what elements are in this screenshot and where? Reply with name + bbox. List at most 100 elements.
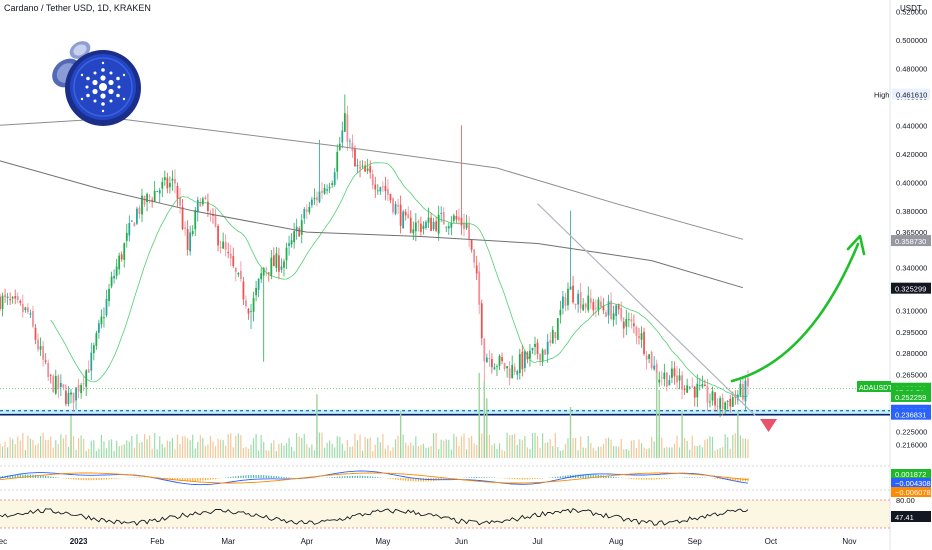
volume-bar bbox=[435, 432, 437, 458]
volume-bar bbox=[450, 449, 452, 458]
candle-body bbox=[128, 222, 131, 236]
volume-bar bbox=[443, 440, 445, 458]
candle-body bbox=[582, 304, 585, 311]
macd-histogram-bar bbox=[539, 478, 541, 479]
candle-body bbox=[227, 251, 230, 254]
volume-bar bbox=[121, 445, 123, 458]
candle-body bbox=[693, 386, 696, 398]
macd-histogram-bar bbox=[592, 474, 594, 478]
volume-bar bbox=[539, 447, 541, 458]
candle-body bbox=[204, 197, 207, 200]
macd-histogram-bar bbox=[661, 478, 663, 480]
candle-body bbox=[234, 268, 237, 272]
coin-dot bbox=[100, 75, 106, 81]
candle-body bbox=[605, 312, 607, 317]
candles-group bbox=[0, 94, 749, 439]
volume-bar bbox=[455, 436, 458, 458]
candle-body bbox=[633, 323, 635, 327]
macd-histogram-bar bbox=[643, 478, 645, 480]
candle-body bbox=[179, 197, 181, 206]
volume-bar bbox=[620, 438, 622, 458]
volume-bar bbox=[460, 436, 463, 458]
volume-bar bbox=[397, 435, 399, 458]
rsi-line bbox=[0, 508, 749, 526]
volume-bar bbox=[503, 451, 506, 458]
volume-bar bbox=[306, 443, 308, 458]
volume-bar bbox=[207, 444, 209, 458]
volume-bar bbox=[42, 432, 44, 458]
price-label-bg bbox=[891, 235, 931, 247]
candle-body bbox=[559, 309, 562, 316]
volume-bar bbox=[334, 447, 336, 458]
macd-histogram-bar bbox=[356, 475, 359, 478]
macd-histogram-bar bbox=[747, 478, 749, 482]
volume-bar bbox=[559, 450, 561, 458]
volume-bar bbox=[329, 440, 331, 458]
volume-bar bbox=[212, 441, 214, 458]
volume-bar bbox=[359, 434, 361, 458]
volume-bar bbox=[493, 443, 496, 458]
volume-bar bbox=[268, 450, 270, 458]
volume-bar bbox=[392, 447, 394, 458]
macd-histogram-bar bbox=[83, 478, 85, 481]
volume-bar bbox=[9, 437, 11, 458]
volume-bar bbox=[415, 436, 417, 458]
candle-body bbox=[67, 393, 70, 404]
volume-bar bbox=[640, 443, 643, 458]
candle-body bbox=[493, 367, 496, 370]
candle-body bbox=[316, 197, 318, 201]
macd-histogram-bar bbox=[653, 478, 655, 480]
candle-body bbox=[701, 384, 704, 387]
volume-bar bbox=[742, 438, 744, 458]
candle-body bbox=[4, 295, 6, 297]
volume-bar bbox=[62, 438, 64, 458]
candle-body bbox=[529, 350, 531, 359]
candle-body bbox=[82, 383, 85, 385]
candle-body bbox=[222, 241, 225, 249]
macd-histogram-bar bbox=[407, 478, 409, 482]
macd-histogram-bar bbox=[648, 478, 650, 480]
candle-body bbox=[252, 297, 255, 312]
volume-bar bbox=[367, 438, 369, 458]
candle-body bbox=[437, 214, 440, 234]
volume-bar bbox=[50, 436, 52, 458]
macd-histogram-bar bbox=[585, 474, 587, 478]
volume-bar bbox=[275, 451, 277, 458]
coin-dot bbox=[109, 71, 113, 75]
time-tick-label: Jun bbox=[455, 537, 468, 546]
candle-body bbox=[328, 186, 331, 189]
candle-body bbox=[655, 363, 658, 380]
candle-body bbox=[643, 331, 645, 354]
candle-body bbox=[323, 188, 326, 194]
macd-histogram-bar bbox=[50, 476, 52, 478]
coin-dot bbox=[93, 99, 97, 103]
candle-body bbox=[417, 221, 420, 223]
macd-label-bg bbox=[891, 478, 931, 488]
volume-bar bbox=[453, 433, 455, 458]
upward-arrow bbox=[730, 242, 860, 383]
candle-body bbox=[531, 347, 534, 351]
macd-histogram-bar bbox=[351, 475, 354, 478]
candle-body bbox=[242, 281, 245, 300]
volume-bar bbox=[557, 447, 559, 458]
candle-body bbox=[569, 286, 572, 290]
symbol-tag-bg bbox=[857, 380, 891, 392]
candle-body bbox=[465, 223, 468, 229]
volume-bar bbox=[217, 439, 219, 458]
time-tick-label: Apr bbox=[301, 537, 314, 546]
volume-bar bbox=[323, 447, 326, 458]
volume-bar bbox=[34, 445, 37, 458]
macd-histogram-bar bbox=[247, 475, 250, 478]
volume-bar bbox=[242, 447, 245, 458]
macd-histogram-bar bbox=[181, 478, 184, 481]
volume-bar bbox=[225, 445, 227, 458]
macd-histogram-bar bbox=[412, 478, 414, 482]
macd-histogram-bar bbox=[189, 478, 191, 482]
high-label-value: 0.461610 bbox=[896, 91, 927, 100]
macd-histogram-bar bbox=[732, 478, 734, 481]
volume-bar bbox=[714, 450, 716, 458]
candle-body bbox=[478, 271, 481, 305]
volume-bar bbox=[521, 440, 523, 458]
